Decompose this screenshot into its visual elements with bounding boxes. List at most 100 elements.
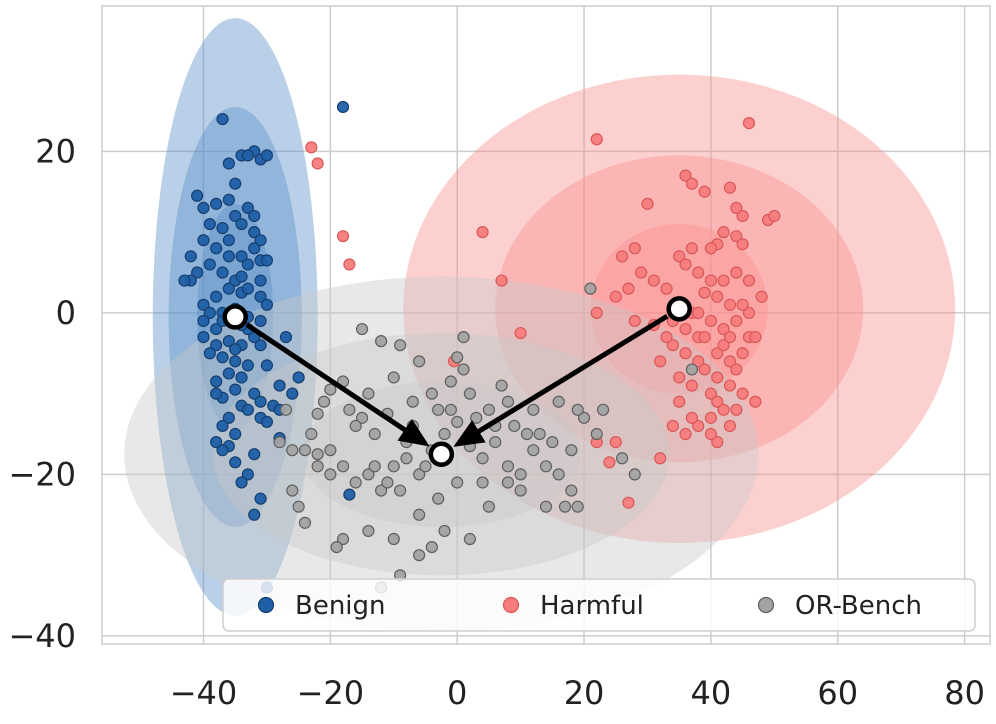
harmful-point bbox=[704, 274, 718, 287]
x-tick-label: −20 bbox=[297, 674, 365, 712]
benign-point bbox=[336, 100, 350, 114]
benign-point bbox=[241, 282, 254, 295]
orbench-point bbox=[527, 403, 540, 416]
benign-point bbox=[235, 250, 248, 263]
harmful-point bbox=[768, 209, 781, 223]
benign-point bbox=[216, 221, 229, 235]
harmful-point bbox=[717, 403, 730, 416]
harmful-point bbox=[698, 185, 711, 198]
orbench-point bbox=[292, 500, 305, 513]
orbench-point bbox=[305, 427, 318, 441]
harmful-point bbox=[711, 436, 724, 449]
harmful-point bbox=[717, 322, 730, 336]
benign-point bbox=[197, 298, 210, 311]
harmful-point bbox=[711, 395, 724, 408]
orbench-point bbox=[463, 387, 476, 400]
benign-point bbox=[210, 387, 223, 400]
harmful-point bbox=[654, 452, 667, 465]
x-tick-label: 0 bbox=[447, 674, 467, 712]
harmful-point bbox=[590, 133, 603, 146]
harmful-point bbox=[723, 419, 737, 433]
harmful-point bbox=[673, 250, 686, 263]
orbench-point bbox=[374, 335, 388, 348]
harmful-point bbox=[476, 226, 489, 239]
benign-point bbox=[235, 476, 248, 489]
orbench-point bbox=[381, 476, 394, 489]
orbench-point bbox=[501, 395, 515, 408]
benign-point bbox=[203, 306, 216, 319]
orbench-point bbox=[355, 322, 369, 336]
harmful-point bbox=[723, 331, 737, 344]
harmful-point bbox=[704, 314, 718, 328]
benign-point bbox=[229, 427, 242, 441]
orbench-point bbox=[565, 444, 578, 457]
benign-point bbox=[222, 157, 235, 170]
harmful-point bbox=[704, 242, 718, 255]
benign-point bbox=[260, 149, 274, 162]
orbench-point bbox=[336, 532, 350, 546]
harmful-point bbox=[673, 371, 686, 384]
harmful-point bbox=[698, 363, 711, 376]
benign-point bbox=[254, 339, 267, 352]
arrow-head-2 bbox=[453, 420, 486, 447]
benign-point bbox=[184, 250, 197, 263]
orbench-point bbox=[457, 331, 470, 344]
orbench-point bbox=[527, 444, 540, 457]
orbench-point bbox=[317, 395, 331, 408]
benign-point bbox=[254, 314, 267, 328]
harmful-point bbox=[723, 379, 737, 392]
benign-point bbox=[241, 403, 254, 416]
orbench-point bbox=[596, 403, 610, 416]
benign-point bbox=[210, 290, 223, 303]
orbench-point bbox=[520, 427, 534, 441]
arrows bbox=[245, 314, 669, 447]
harmful-point bbox=[622, 282, 635, 295]
benign-point bbox=[248, 209, 261, 223]
benign-point bbox=[203, 217, 216, 231]
orbench-point bbox=[476, 452, 489, 465]
orbench-point bbox=[343, 403, 356, 416]
x-tick-label: 60 bbox=[817, 674, 858, 712]
orbench-point bbox=[628, 468, 641, 481]
harmful-point bbox=[717, 226, 730, 239]
benign-point bbox=[197, 331, 210, 344]
benign-point bbox=[210, 339, 223, 352]
benign-point bbox=[248, 387, 261, 400]
harmful-point bbox=[704, 427, 718, 441]
benign-point bbox=[229, 209, 242, 223]
legend-box bbox=[222, 578, 976, 632]
benign-point bbox=[248, 508, 261, 521]
orbench-point bbox=[349, 476, 362, 489]
benign-point bbox=[273, 379, 286, 392]
scatter-points bbox=[178, 100, 781, 594]
orbench-point bbox=[552, 395, 565, 408]
benign-point bbox=[203, 258, 216, 271]
benign-point bbox=[254, 234, 267, 247]
benign-point bbox=[210, 322, 223, 336]
orbench-point bbox=[432, 403, 445, 416]
benign-point bbox=[235, 217, 248, 231]
harmful-point bbox=[717, 274, 730, 287]
legend-marker-harmful bbox=[502, 596, 520, 614]
orbench-point bbox=[482, 500, 496, 513]
orbench-point bbox=[438, 524, 451, 538]
benign-point bbox=[279, 331, 293, 344]
harmful-point bbox=[723, 355, 737, 368]
harmful-point bbox=[495, 274, 508, 287]
orbench-point bbox=[330, 540, 343, 554]
orbench-point bbox=[368, 460, 381, 473]
orbench-point bbox=[324, 383, 337, 396]
benign-point bbox=[254, 290, 267, 303]
harmful-point bbox=[590, 306, 603, 319]
orbench-point bbox=[685, 363, 698, 376]
benign-point bbox=[216, 444, 229, 457]
orbench-point bbox=[616, 452, 629, 465]
y-axis-ticks: −40 −20 0 20 bbox=[8, 132, 76, 655]
orbench-point bbox=[451, 476, 464, 489]
benign-point bbox=[343, 488, 356, 501]
harmful-point bbox=[654, 355, 667, 368]
harmful-point bbox=[679, 322, 692, 336]
harmful-point bbox=[685, 177, 698, 190]
